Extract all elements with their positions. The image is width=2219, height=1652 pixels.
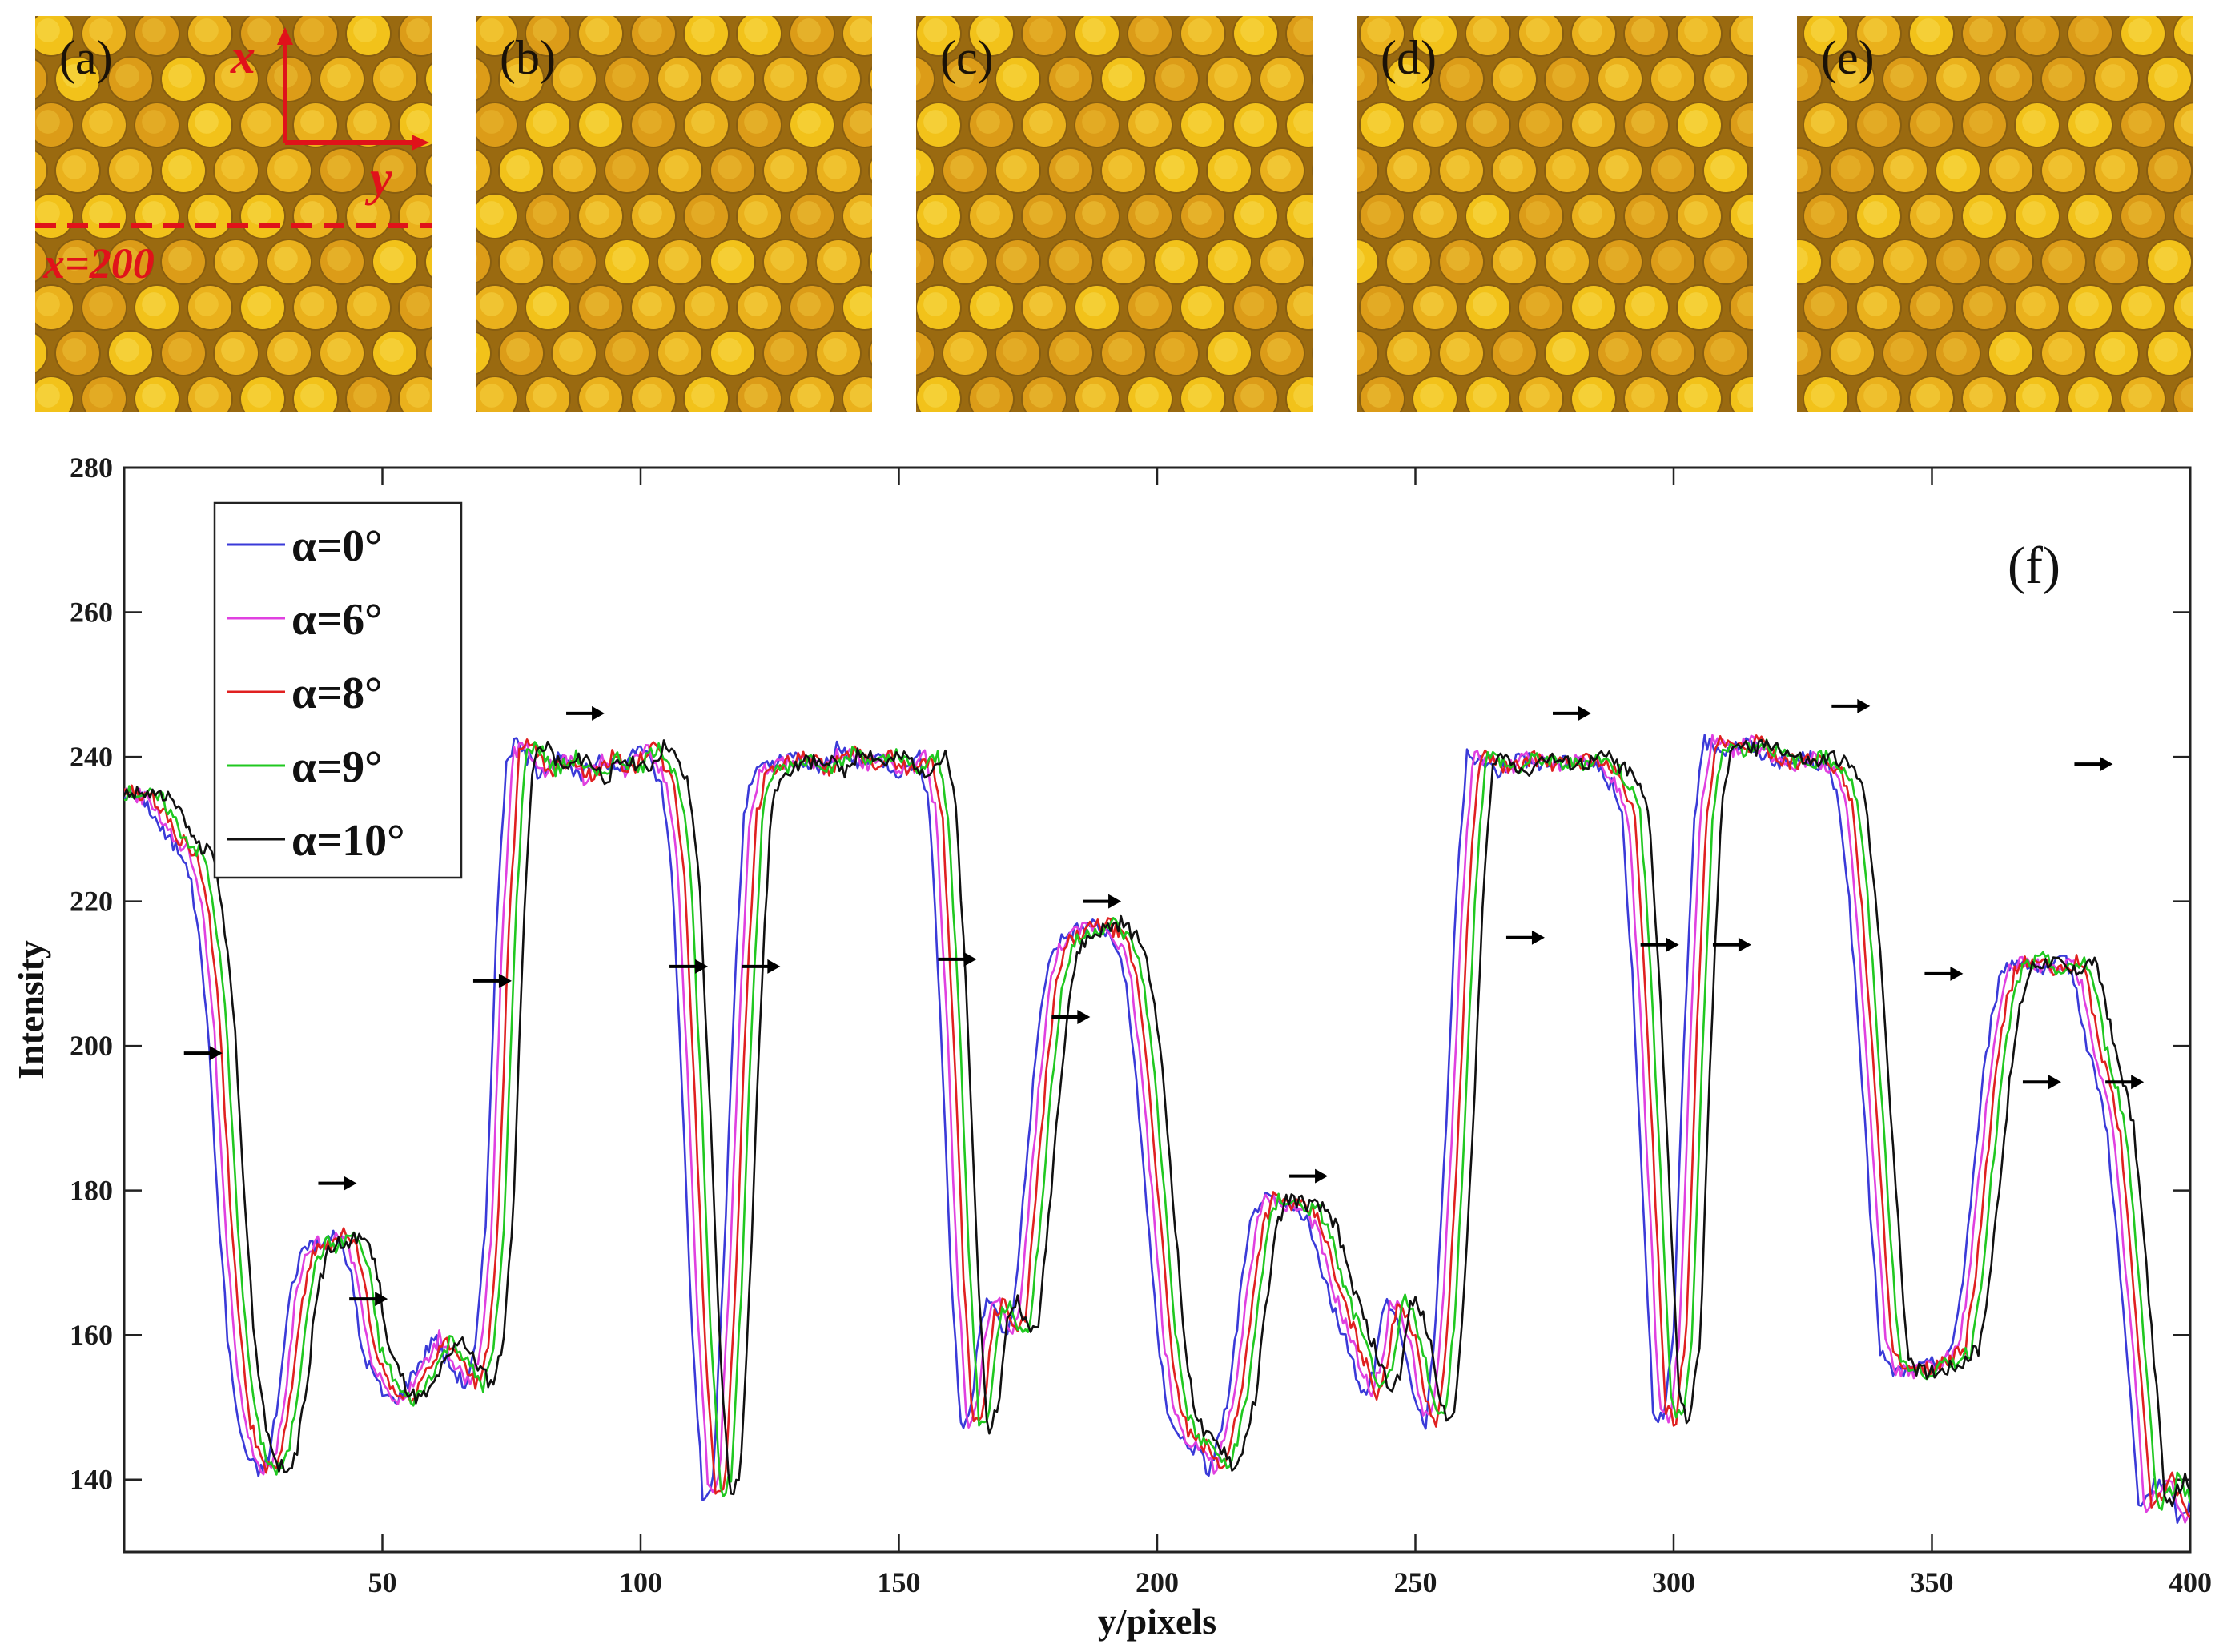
panel-label-b: (b) — [500, 31, 556, 84]
micrograph-panel-e: (e) — [1797, 16, 2193, 412]
shift-arrow — [1553, 705, 1591, 721]
y-tick-label: 180 — [70, 1175, 113, 1207]
shift-arrow — [1924, 966, 1964, 981]
y-axis-title: Intensity — [10, 940, 51, 1079]
legend-label-0: α=0° — [291, 521, 383, 571]
micrograph-panel-a: (a) x y x=200 — [35, 16, 432, 412]
droplet-lattice — [476, 16, 872, 412]
panel-label-a: (a) — [59, 31, 113, 84]
shift-arrow — [2105, 1075, 2145, 1090]
axes-arrows-a — [35, 27, 432, 228]
series-line-2 — [124, 734, 2190, 1519]
shift-arrow — [938, 951, 977, 967]
legend-label-4: α=10° — [291, 816, 405, 866]
droplet-lattice — [1797, 16, 2193, 412]
shift-arrow — [349, 1292, 388, 1307]
shift-arrow — [318, 1176, 357, 1191]
shift-arrow — [1289, 1168, 1329, 1184]
legend-box — [213, 501, 463, 879]
shift-arrow — [566, 705, 605, 721]
shift-arrow — [1831, 698, 1871, 713]
x-tick-label: 350 — [1911, 1566, 1954, 1598]
x-tick-label: 100 — [619, 1566, 662, 1598]
shift-arrow — [1505, 930, 1545, 945]
series-line-4 — [124, 738, 2190, 1508]
x-tick-label: 200 — [1136, 1566, 1179, 1598]
y-tick-label: 160 — [70, 1319, 113, 1351]
legend-label-2: α=8° — [291, 669, 383, 718]
series-line-1 — [124, 734, 2190, 1524]
x-tick-label: 300 — [1652, 1566, 1695, 1598]
y-tick-label: 220 — [70, 886, 113, 918]
shift-arrow — [742, 959, 781, 974]
panel-label-c: (c) — [940, 31, 994, 84]
x-tick-label: 400 — [2169, 1566, 2212, 1598]
panel-a-y-label: y — [370, 151, 392, 206]
shift-arrow — [1051, 1010, 1091, 1025]
y-tick-label: 240 — [70, 741, 113, 773]
series-line-3 — [124, 738, 2190, 1511]
micrograph-panel-d: (d) — [1357, 16, 1753, 412]
shift-arrow — [1640, 937, 1679, 952]
y-tick-label: 200 — [70, 1030, 113, 1062]
shift-arrow — [2022, 1075, 2061, 1090]
series-group — [124, 734, 2190, 1524]
y-tick-label: 260 — [70, 597, 113, 629]
shift-arrow — [472, 973, 512, 988]
legend-label-1: α=6° — [291, 595, 383, 645]
x-tick-label: 250 — [1394, 1566, 1437, 1598]
panel-a-line-label: x=200 — [43, 239, 155, 287]
droplet-lattice — [1357, 16, 1753, 412]
droplet-lattice — [916, 16, 1313, 412]
shift-arrow — [183, 1046, 223, 1061]
panel-label-d: (d) — [1381, 31, 1437, 84]
shift-arrow — [1083, 894, 1122, 909]
shift-arrow — [1712, 937, 1751, 952]
panel-label-e: (e) — [1821, 31, 1875, 84]
x-tick-label: 50 — [368, 1566, 397, 1598]
micrograph-panel-b: (b) — [476, 16, 872, 412]
x-axis-title: y/pixels — [1098, 1601, 1216, 1642]
shift-arrow — [669, 959, 709, 974]
y-tick-label: 140 — [70, 1464, 113, 1496]
legend-label-3: α=9° — [291, 742, 383, 792]
panel-label-f: (f) — [2008, 537, 2060, 595]
y-tick-label: 280 — [70, 452, 113, 484]
panel-a-x-label: x — [231, 30, 255, 84]
micrograph-panel-c: (c) — [916, 16, 1313, 412]
shift-arrow — [2074, 757, 2113, 772]
x-tick-label: 150 — [878, 1566, 921, 1598]
